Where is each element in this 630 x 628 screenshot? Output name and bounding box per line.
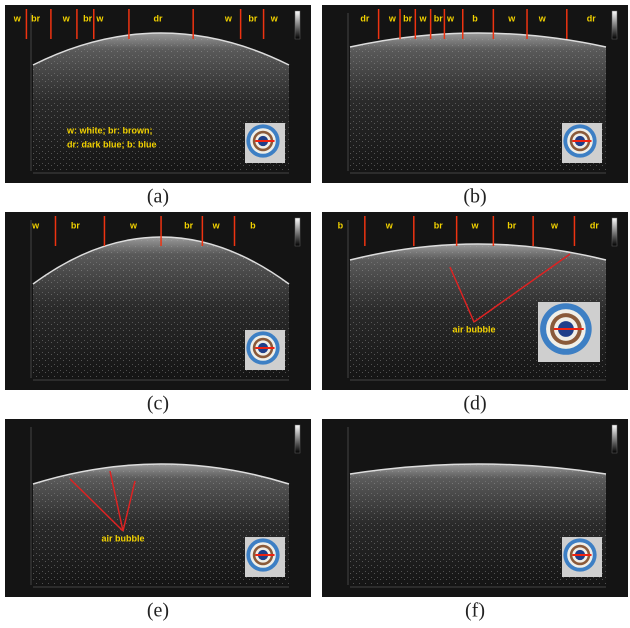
region-label: w	[212, 220, 221, 230]
colorbar	[612, 218, 617, 246]
region-label: dr	[587, 13, 596, 23]
region-label: br	[403, 13, 412, 23]
region-label: w	[62, 13, 71, 23]
panel-caption: (a)	[147, 186, 169, 208]
oct-panel: (f)	[322, 419, 628, 622]
region-label: w	[385, 220, 394, 230]
region-label: br	[507, 220, 516, 230]
region-label: w	[31, 220, 40, 230]
region-label: w	[507, 13, 516, 23]
region-label: br	[184, 220, 193, 230]
panel-caption: (c)	[147, 393, 169, 415]
region-label: b	[250, 220, 256, 230]
colorbar	[612, 425, 617, 453]
colorbar	[295, 11, 300, 39]
region-label: w	[270, 13, 279, 23]
region-label: w	[129, 220, 138, 230]
region-label: br	[248, 13, 257, 23]
legend-text: w: white; br: brown;	[66, 125, 153, 135]
annotation: air bubble	[101, 533, 144, 543]
oct-panel: w br w br w b (c)	[5, 212, 311, 415]
annotation: air bubble	[452, 324, 495, 334]
colorbar	[612, 11, 617, 39]
region-label: w	[224, 13, 233, 23]
legend-text: dr: dark blue; b: blue	[67, 139, 157, 149]
region-label: b	[472, 13, 478, 23]
region-label: w	[388, 13, 397, 23]
panel-caption: (f)	[465, 600, 485, 622]
region-label: w	[550, 220, 559, 230]
region-label: w	[538, 13, 547, 23]
panel-caption: (e)	[147, 600, 169, 622]
region-label: dr	[154, 13, 163, 23]
colorbar	[295, 425, 300, 453]
region-label: br	[83, 13, 92, 23]
oct-panel: air bubble (e)	[5, 419, 311, 622]
region-label: b	[338, 220, 344, 230]
region-label: w	[418, 13, 427, 23]
region-label: w	[470, 220, 479, 230]
region-label: w	[13, 13, 22, 23]
region-label: dr	[360, 13, 369, 23]
panel-caption: (d)	[463, 393, 486, 415]
region-label: br	[71, 220, 80, 230]
colorbar	[295, 218, 300, 246]
region-label: w	[446, 13, 455, 23]
region-label: br	[434, 220, 443, 230]
region-label: w	[95, 13, 104, 23]
region-label: br	[434, 13, 443, 23]
figure: wbrwbrwdrwbrww: white; br: brown;dr: dar…	[0, 0, 630, 623]
oct-panel: b w br w br w dr air bubble (d)	[322, 212, 628, 415]
panel-caption: (b)	[463, 186, 486, 208]
region-label: dr	[590, 220, 599, 230]
region-label: br	[31, 13, 40, 23]
